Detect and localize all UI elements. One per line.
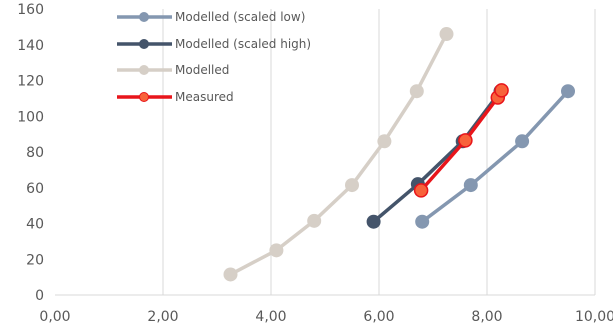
- series-line: [372, 90, 502, 224]
- x-tick-label: 2,00: [147, 309, 178, 325]
- legend: Modelled (scaled low) Modelled (scaled hi…: [117, 10, 311, 104]
- legend-marker: [139, 92, 149, 102]
- y-tick-label: 160: [17, 2, 44, 18]
- data-point: [377, 134, 392, 149]
- y-tick-label: 0: [35, 288, 44, 304]
- x-tick-label: 10,00: [575, 309, 613, 325]
- data-point: [307, 213, 322, 228]
- legend-label: Modelled (scaled high): [175, 37, 311, 51]
- data-point: [223, 267, 238, 282]
- y-tick-label: 100: [17, 109, 44, 125]
- series-group: [223, 27, 575, 282]
- x-tick-label: 6,00: [363, 309, 394, 325]
- legend-marker: [139, 65, 149, 75]
- legend-marker: [139, 12, 149, 22]
- legend-marker: [139, 39, 149, 49]
- data-point: [561, 84, 575, 99]
- data-point: [366, 214, 381, 229]
- legend-label: Measured: [175, 90, 234, 104]
- data-point: [463, 178, 478, 193]
- data-point: [409, 84, 424, 99]
- data-point: [458, 133, 473, 148]
- series-line: [421, 90, 570, 224]
- axes: 0,00 2,00 4,00 6,00 8,00 10,00 0 20 40 60 80 100 120…: [17, 2, 613, 325]
- y-tick-label: 140: [17, 38, 44, 54]
- x-tick-label: 0,00: [39, 309, 70, 325]
- y-tick-label: 40: [26, 217, 44, 233]
- data-point: [415, 214, 430, 229]
- x-tick-label: 4,00: [255, 309, 286, 325]
- x-tick-label: 8,00: [471, 309, 502, 325]
- legend-label: Modelled (scaled low): [175, 10, 305, 24]
- series-line: [229, 33, 449, 276]
- y-tick-label: 120: [17, 74, 44, 90]
- legend-label: Modelled: [175, 63, 229, 77]
- data-point: [413, 183, 429, 198]
- y-tick-label: 60: [26, 181, 44, 197]
- data-point: [515, 134, 530, 149]
- data-point: [269, 243, 284, 258]
- data-point: [345, 178, 359, 193]
- y-tick-label: 20: [26, 252, 44, 268]
- data-point: [439, 27, 454, 42]
- y-tick-label: 80: [26, 145, 44, 161]
- data-point: [494, 83, 509, 98]
- grid-lines: [162, 9, 596, 295]
